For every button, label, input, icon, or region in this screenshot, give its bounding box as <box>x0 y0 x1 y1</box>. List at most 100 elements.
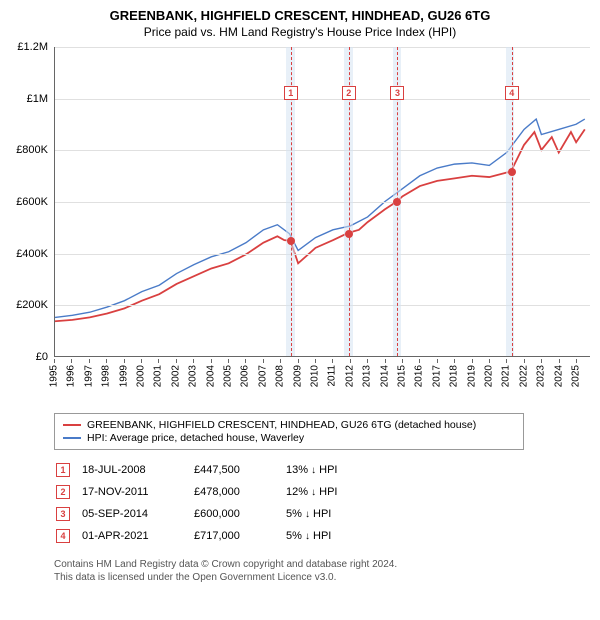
x-tick-label: 1996 <box>66 365 77 387</box>
x-tick <box>472 359 473 363</box>
x-tick-label: 2010 <box>310 365 321 387</box>
table-row: 2 17-NOV-2011£478,00012% ↓ HPI <box>56 482 347 502</box>
transaction-dot <box>287 237 295 245</box>
x-tick-label: 2005 <box>223 365 234 387</box>
tx-date: 05-SEP-2014 <box>82 504 192 524</box>
x-tick-label: 2011 <box>327 365 338 387</box>
y-tick-label: £400K <box>16 248 48 260</box>
x-tick <box>332 359 333 363</box>
tx-marker-cell: 2 <box>56 482 80 502</box>
legend-label: GREENBANK, HIGHFIELD CRESCENT, HINDHEAD,… <box>87 419 476 431</box>
tx-marker-badge: 4 <box>56 529 70 543</box>
x-tick-label: 2001 <box>153 365 164 387</box>
x-tick <box>89 359 90 363</box>
transaction-marker: 3 <box>390 86 404 100</box>
tx-date: 18-JUL-2008 <box>82 460 192 480</box>
tx-marker-badge: 2 <box>56 485 70 499</box>
chart-container: GREENBANK, HIGHFIELD CRESCENT, HINDHEAD,… <box>0 0 600 592</box>
x-tick-label: 2012 <box>344 365 355 387</box>
y-tick-label: £800K <box>16 144 48 156</box>
x-tick-label: 2009 <box>292 365 303 387</box>
x-tick-label: 2018 <box>449 365 460 387</box>
tx-price: £447,500 <box>194 460 284 480</box>
x-tick <box>211 359 212 363</box>
tx-delta: 12% ↓ HPI <box>286 482 347 502</box>
tx-marker-cell: 3 <box>56 504 80 524</box>
footnote-line: This data is licensed under the Open Gov… <box>54 571 590 584</box>
transaction-marker: 4 <box>505 86 519 100</box>
x-tick <box>541 359 542 363</box>
chart-subtitle: Price paid vs. HM Land Registry's House … <box>10 25 590 39</box>
arrow-down-icon: ↓ <box>311 465 316 476</box>
x-tick-label: 1999 <box>118 365 129 387</box>
x-tick <box>245 359 246 363</box>
tx-marker-badge: 3 <box>56 507 70 521</box>
x-tick <box>106 359 107 363</box>
x-tick <box>280 359 281 363</box>
x-tick-label: 2013 <box>362 365 373 387</box>
arrow-down-icon: ↓ <box>305 531 310 542</box>
y-tick-label: £0 <box>36 351 48 363</box>
y-tick-label: £200K <box>16 299 48 311</box>
x-tick <box>71 359 72 363</box>
tx-delta: 5% ↓ HPI <box>286 504 347 524</box>
footnote: Contains HM Land Registry data © Crown c… <box>54 558 590 584</box>
tx-date: 17-NOV-2011 <box>82 482 192 502</box>
tx-marker-badge: 1 <box>56 463 70 477</box>
x-tick <box>559 359 560 363</box>
x-tick-label: 2003 <box>188 365 199 387</box>
x-tick-label: 2007 <box>257 365 268 387</box>
table-row: 3 05-SEP-2014£600,0005% ↓ HPI <box>56 504 347 524</box>
tx-price: £717,000 <box>194 526 284 546</box>
x-tick-label: 2000 <box>136 365 147 387</box>
x-tick-label: 2023 <box>536 365 547 387</box>
x-tick-label: 2008 <box>275 365 286 387</box>
legend-item: HPI: Average price, detached house, Wave… <box>63 432 515 444</box>
legend-swatch <box>63 424 81 426</box>
x-tick-label: 2017 <box>431 365 442 387</box>
x-tick <box>298 359 299 363</box>
x-tick-label: 2014 <box>379 365 390 387</box>
y-tick-label: £1.2M <box>17 41 48 53</box>
x-tick <box>193 359 194 363</box>
x-tick <box>402 359 403 363</box>
x-tick-label: 2015 <box>397 365 408 387</box>
transaction-marker: 2 <box>342 86 356 100</box>
x-tick-label: 2006 <box>240 365 251 387</box>
x-tick-label: 2016 <box>414 365 425 387</box>
chart-area: £0£200K£400K£600K£800K£1M£1.2M 1234 1995… <box>10 47 590 407</box>
tx-delta: 13% ↓ HPI <box>286 460 347 480</box>
x-tick <box>350 359 351 363</box>
tx-price: £478,000 <box>194 482 284 502</box>
transaction-marker: 1 <box>284 86 298 100</box>
x-tick <box>385 359 386 363</box>
transactions-table: 1 18-JUL-2008£447,50013% ↓ HPI 2 17-NOV-201… <box>54 458 349 548</box>
x-tick <box>263 359 264 363</box>
transaction-dot <box>393 198 401 206</box>
x-tick <box>506 359 507 363</box>
tx-marker-cell: 4 <box>56 526 80 546</box>
x-tick-label: 2021 <box>501 365 512 387</box>
y-tick-label: £600K <box>16 196 48 208</box>
x-tick <box>454 359 455 363</box>
y-axis: £0£200K£400K£600K£800K£1M£1.2M <box>10 47 54 357</box>
x-tick <box>419 359 420 363</box>
x-tick-label: 2004 <box>205 365 216 387</box>
tx-delta: 5% ↓ HPI <box>286 526 347 546</box>
x-tick <box>124 359 125 363</box>
legend: GREENBANK, HIGHFIELD CRESCENT, HINDHEAD,… <box>54 413 524 450</box>
x-tick-label: 2019 <box>466 365 477 387</box>
x-tick <box>367 359 368 363</box>
arrow-down-icon: ↓ <box>305 509 310 520</box>
tx-price: £600,000 <box>194 504 284 524</box>
plot-area: 1 2 3 4 <box>54 47 590 357</box>
x-tick <box>576 359 577 363</box>
tx-marker-cell: 1 <box>56 460 80 480</box>
x-tick-label: 2025 <box>571 365 582 387</box>
x-tick <box>158 359 159 363</box>
x-tick-label: 1997 <box>83 365 94 387</box>
x-tick-label: 1998 <box>101 365 112 387</box>
table-row: 401-APR-2021£717,0005% ↓ HPI <box>56 526 347 546</box>
x-axis: 1995199619971998199920002001200220032004… <box>54 359 590 405</box>
x-tick <box>141 359 142 363</box>
